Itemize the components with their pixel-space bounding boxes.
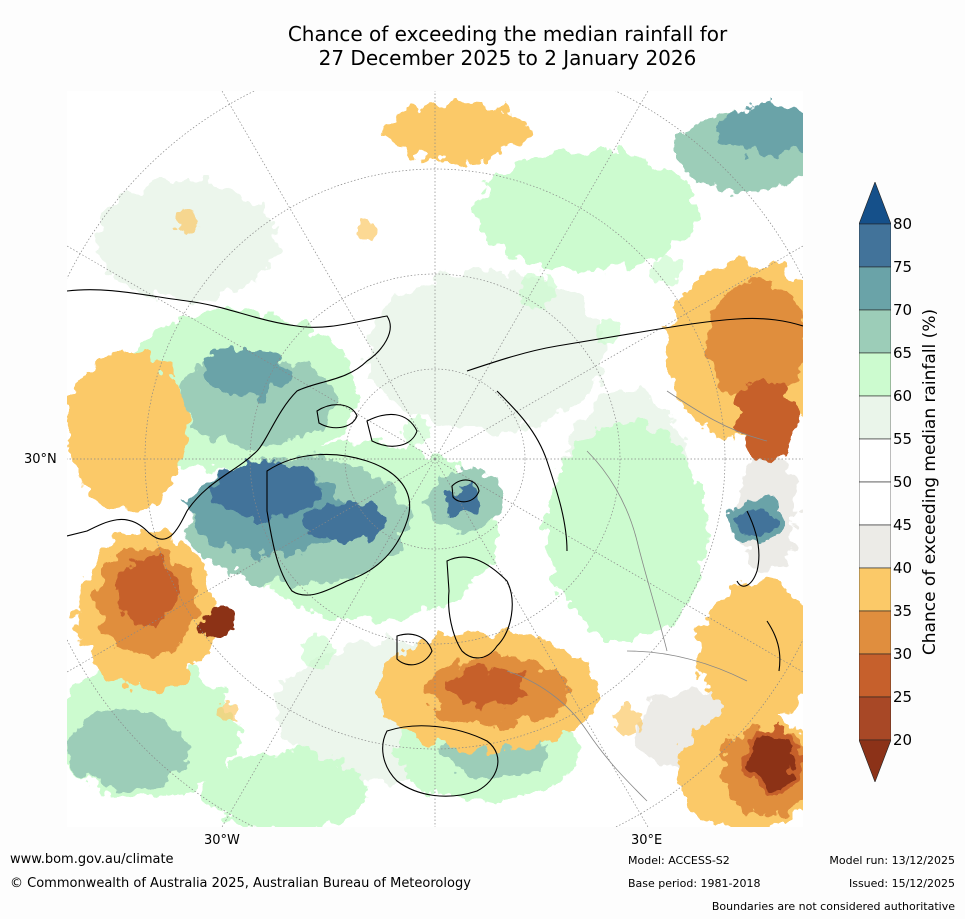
colorbar-title: Chance of exceeding median rainfall (%) [920, 308, 940, 656]
colorbar-band [859, 739, 891, 782]
colorbar-tick-label: 40 [893, 559, 913, 577]
colorbar-band [859, 653, 891, 698]
probability-shading [67, 101, 803, 827]
colorbar-band [859, 309, 891, 354]
colorbar-tick-label: 45 [893, 516, 913, 534]
colorbar-tick-label: 35 [893, 602, 913, 620]
map-svg [67, 91, 803, 827]
colorbar-bands [859, 182, 891, 782]
title-line-1: Chance of exceeding the median rainfall … [287, 22, 728, 46]
colorbar-band [859, 481, 891, 526]
colorbar-tick-label: 20 [893, 731, 913, 749]
colorbar-tick-label: 65 [893, 344, 913, 362]
colorbar-band [859, 610, 891, 655]
footer-issued: Issued: 15/12/2025 [848, 877, 955, 890]
colorbar-tick-label: 70 [893, 301, 913, 319]
colorbar-band [859, 438, 891, 483]
footer-base-period: Base period: 1981-2018 [628, 877, 761, 890]
footer-disclaimer: Boundaries are not considered authoritat… [711, 900, 955, 913]
speckle-texture [175, 209, 682, 735]
rainfall-probability-map [67, 91, 803, 827]
chart-title: Chance of exceeding the median rainfall … [0, 22, 965, 70]
colorbar-band [859, 567, 891, 612]
footer-model-run: Model run: 13/12/2025 [829, 854, 955, 867]
footer-url: www.bom.gov.au/climate [10, 852, 174, 867]
colorbar-band [859, 266, 891, 311]
colorbar [859, 182, 891, 782]
colorbar-band [859, 696, 891, 741]
lon-label-30e: 30°E [631, 833, 663, 848]
colorbar-tick-label: 80 [893, 215, 913, 233]
colorbar-tick-label: 50 [893, 473, 913, 491]
footer-model: Model: ACCESS-S2 [628, 854, 730, 867]
colorbar-tick-label: 25 [893, 688, 913, 706]
colorbar-tick-label: 30 [893, 645, 913, 663]
title-line-2: 27 December 2025 to 2 January 2026 [318, 46, 697, 70]
colorbar-band [859, 352, 891, 397]
coastlines [67, 289, 803, 797]
colorbar-tick-label: 60 [893, 387, 913, 405]
footer-copyright: © Commonwealth of Australia 2025, Austra… [10, 876, 471, 891]
country-borders [506, 390, 768, 802]
graticule [67, 91, 803, 827]
lat-label-30n: 30°N [24, 452, 57, 467]
colorbar-band [859, 524, 891, 569]
colorbar-band [859, 223, 891, 268]
colorbar-band [859, 182, 891, 225]
colorbar-band [859, 395, 891, 440]
colorbar-tick-label: 75 [893, 258, 913, 276]
lon-label-30w: 30°W [204, 833, 240, 848]
colorbar-tick-label: 55 [893, 430, 913, 448]
